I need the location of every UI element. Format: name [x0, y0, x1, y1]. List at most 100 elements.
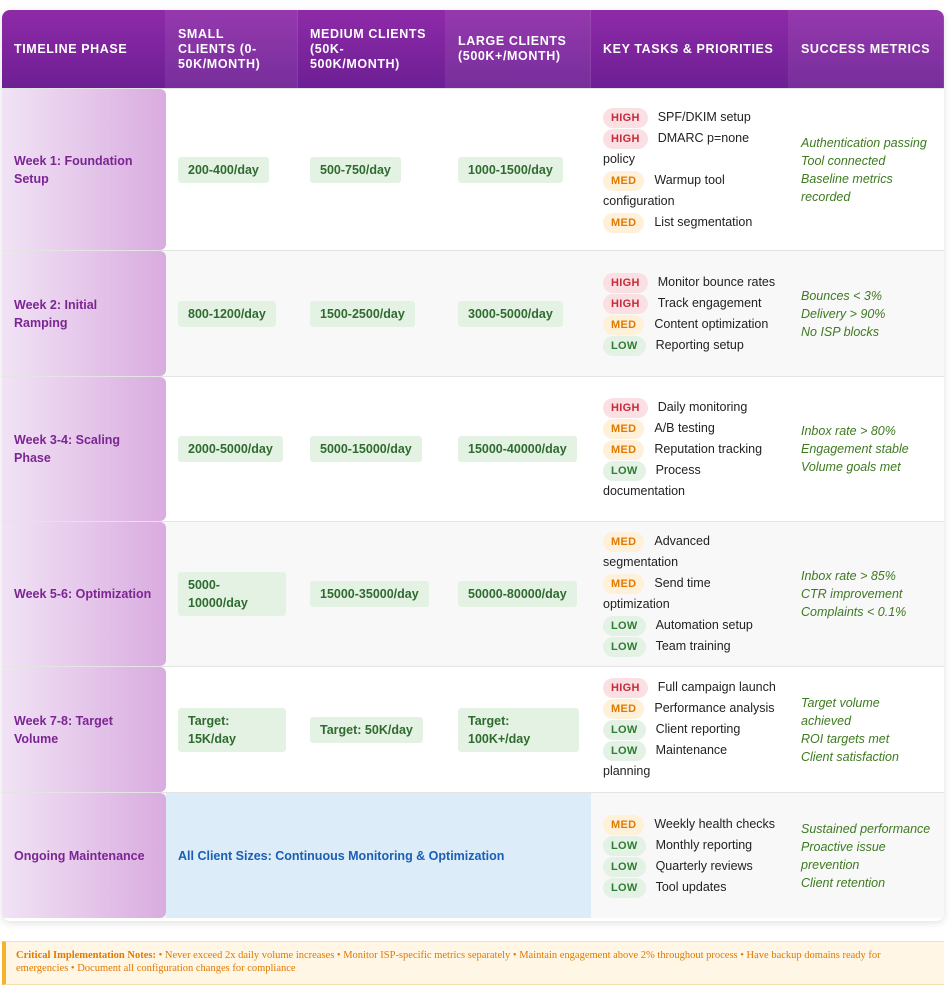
medium-volume-badge: Target: 50K/day [310, 716, 423, 743]
metric-item: Complaints < 0.1% [801, 605, 907, 619]
task-text: Content optimization [654, 316, 769, 331]
task-text: Weekly health checks [654, 816, 776, 831]
task-item: LOW Maintenance planning [603, 740, 777, 782]
priority-badge: HIGH [603, 107, 648, 128]
task-item: LOW Tool updates [603, 877, 777, 898]
medium-volume-badge: 500-750/day [310, 156, 401, 183]
metric-item: Delivery > 90% [801, 306, 886, 321]
task-item: LOW Process documentation [603, 460, 777, 502]
task-item: LOW Monthly reporting [603, 835, 777, 856]
metrics-cell: Inbox rate > 80% Engagement stable Volume … [789, 377, 944, 521]
priority-badge: LOW [603, 460, 646, 481]
priority-badge: MED [603, 532, 645, 552]
task-item: HIGH Full campaign launch [603, 677, 777, 698]
small-volume-cell: 2000-5000/day [166, 377, 298, 521]
task-text: Client reporting [655, 722, 741, 736]
task-item: MED Weekly health checks [603, 814, 777, 835]
priority-badge: MED [603, 314, 645, 335]
task-item: MED List segmentation [603, 212, 777, 233]
task-text: Send time optimization [603, 576, 711, 611]
metric-item: CTR improvement [801, 587, 903, 601]
task-text: Reporting setup [655, 337, 744, 352]
large-volume-cell: Target: 100K+/day [446, 667, 591, 792]
priority-badge: MED [603, 439, 645, 460]
task-item: MED Advanced segmentation [603, 531, 777, 573]
warmup-timeline-table: TIMELINE PHASE SMALL CLIENTS (0-50K/MONT… [2, 10, 944, 921]
large-volume-cell: 3000-5000/day [446, 251, 591, 376]
medium-volume-badge: 5000-15000/day [310, 436, 422, 462]
metric-item: Client retention [801, 875, 886, 890]
task-text: List segmentation [654, 214, 753, 229]
notes-label: Critical Implementation Notes: [16, 950, 156, 961]
task-item: HIGH SPF/DKIM setup [603, 107, 777, 128]
priority-badge: LOW [603, 877, 646, 898]
priority-badge: LOW [603, 616, 646, 636]
small-volume-badge: 5000-10000/day [178, 572, 286, 616]
table-row: Week 1: Foundation Setup 200-400/day 500-7… [2, 88, 944, 250]
metric-item: Bounces < 3% [801, 288, 882, 303]
large-volume-badge: Target: 100K+/day [458, 707, 579, 752]
priority-badge: MED [603, 170, 645, 191]
notes-text: • Never exceed 2x daily volume increases… [16, 950, 881, 974]
tasks-cell: HIGH SPF/DKIM setup HIGH DMARC p=none polic… [591, 89, 789, 250]
task-item: LOW Quarterly reviews [603, 856, 777, 877]
task-text: Tool updates [655, 879, 727, 894]
small-volume-cell: 800-1200/day [166, 251, 298, 376]
task-text: Team training [655, 639, 731, 653]
table-row: Week 7-8: Target Volume Target: 15K/day Ta… [2, 666, 944, 792]
metric-item: Inbox rate > 80% [801, 424, 896, 438]
table-body: Week 1: Foundation Setup 200-400/day 500-7… [2, 88, 944, 918]
task-text: Maintenance planning [603, 743, 728, 778]
all-client-sizes-cell: All Client Sizes: Continuous Monitoring … [166, 793, 591, 918]
medium-volume-cell: 5000-15000/day [298, 377, 446, 521]
table-header: TIMELINE PHASE SMALL CLIENTS (0-50K/MONT… [2, 10, 944, 88]
tasks-cell: HIGH Daily monitoring MED A/B testing MED Rep… [591, 377, 789, 521]
tasks-cell: HIGH Monitor bounce rates HIGH Track engage… [591, 251, 789, 376]
phase-cell: Week 5-6: Optimization [2, 522, 166, 666]
priority-badge: HIGH [603, 272, 648, 293]
medium-volume-cell: 1500-2500/day [298, 251, 446, 376]
metric-item: Tool connected [801, 153, 886, 168]
priority-badge: LOW [603, 741, 646, 761]
table-row: Week 5-6: Optimization 5000-10000/day 1500… [2, 521, 944, 666]
priority-badge: MED [603, 212, 645, 233]
metric-item: Client satisfaction [801, 749, 899, 764]
phase-cell: Week 1: Foundation Setup [2, 89, 166, 250]
task-text: Quarterly reviews [655, 858, 753, 873]
task-text: Warmup tool configuration [603, 172, 725, 208]
header-key-tasks: KEY TASKS & PRIORITIES [591, 10, 789, 88]
priority-badge: LOW [603, 856, 646, 877]
medium-volume-cell: Target: 50K/day [298, 667, 446, 792]
medium-volume-badge: 1500-2500/day [310, 300, 415, 327]
task-item: HIGH Track engagement [603, 293, 777, 314]
metric-item: Sustained performance [801, 821, 931, 836]
large-volume-cell: 15000-40000/day [446, 377, 591, 521]
metrics-cell: Inbox rate > 85% CTR improvement Complaint… [789, 522, 944, 666]
task-text: Performance analysis [654, 701, 775, 715]
small-volume-badge: 200-400/day [178, 156, 269, 183]
medium-volume-badge: 15000-35000/day [310, 581, 429, 607]
metric-item: Authentication passing [801, 135, 927, 150]
large-volume-badge: 3000-5000/day [458, 300, 563, 327]
task-text: Automation setup [655, 618, 753, 632]
priority-badge: HIGH [603, 128, 648, 149]
metric-item: ROI targets met [801, 731, 890, 746]
table-row: Ongoing Maintenance All Client Sizes: Con… [2, 792, 944, 918]
task-text: Monitor bounce rates [657, 274, 776, 289]
task-text: Process documentation [603, 462, 701, 498]
implementation-notes: Critical Implementation Notes: • Never e… [2, 941, 944, 985]
task-item: LOW Client reporting [603, 719, 777, 740]
small-volume-badge: 800-1200/day [178, 300, 276, 327]
metrics-cell: Bounces < 3% Delivery > 90% No ISP blocks [789, 251, 944, 376]
large-volume-badge: 1000-1500/day [458, 156, 563, 183]
large-volume-cell: 1000-1500/day [446, 89, 591, 250]
metric-item: Volume goals met [801, 460, 901, 474]
small-volume-cell: 200-400/day [166, 89, 298, 250]
small-volume-badge: 2000-5000/day [178, 436, 283, 462]
large-volume-badge: 15000-40000/day [458, 436, 577, 462]
priority-badge: HIGH [603, 678, 648, 698]
task-text: Monthly reporting [655, 837, 753, 852]
priority-badge: LOW [603, 637, 646, 657]
small-volume-badge: Target: 15K/day [178, 707, 286, 752]
header-timeline-phase: TIMELINE PHASE [2, 10, 166, 88]
